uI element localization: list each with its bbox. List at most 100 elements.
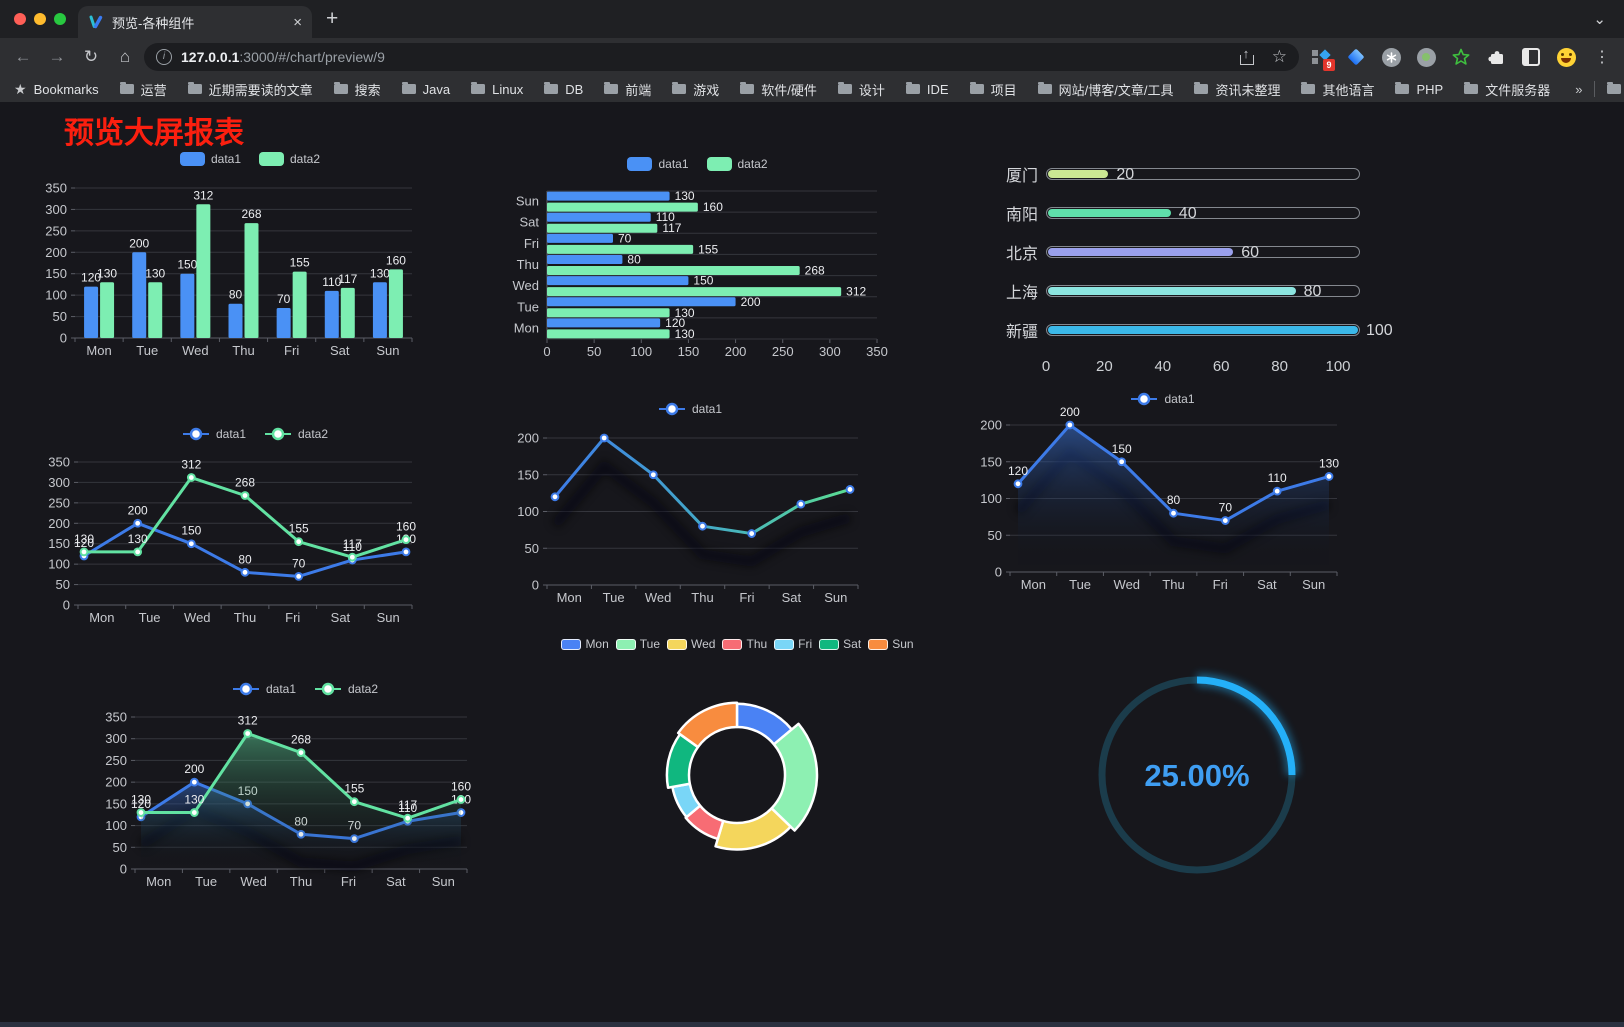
legend-item[interactable]: data1 xyxy=(182,427,246,441)
bookmarks-manager-item[interactable]: ★ Bookmarks xyxy=(14,81,99,98)
bookmarks-overflow-chevron[interactable]: » xyxy=(1575,81,1583,97)
folder-icon xyxy=(604,82,619,94)
home-icon[interactable]: ⌂ xyxy=(119,47,131,66)
progress-row: 新疆 100 xyxy=(1000,320,1393,341)
legend-item[interactable]: Wed xyxy=(667,637,715,651)
progress-label: 厦门 xyxy=(1005,168,1038,185)
tab-search-chevron-icon[interactable]: ⌄ xyxy=(1593,11,1606,28)
legend-item[interactable]: data1 xyxy=(232,682,296,696)
bookmark-folder[interactable]: 其他语言 xyxy=(1301,80,1374,99)
bookmark-folder[interactable]: 设计 xyxy=(837,80,885,99)
legend-item[interactable]: Sun xyxy=(868,637,914,651)
svg-text:100: 100 xyxy=(980,491,1002,506)
bookmark-folder[interactable]: 运营 xyxy=(119,80,167,99)
svg-text:120: 120 xyxy=(131,797,151,811)
back-icon[interactable]: ← xyxy=(14,47,32,66)
chart-legend: data1 data2 xyxy=(95,682,515,696)
svg-text:Wed: Wed xyxy=(240,874,266,889)
svg-text:160: 160 xyxy=(396,520,416,534)
extensions-puzzle-icon[interactable] xyxy=(1486,47,1506,67)
svg-text:300: 300 xyxy=(105,731,127,746)
legend-item[interactable]: data2 xyxy=(706,157,768,171)
svg-text:150: 150 xyxy=(177,258,197,272)
legend-item[interactable]: data2 xyxy=(264,427,328,441)
folder-icon xyxy=(672,82,687,94)
bookmark-folder[interactable]: 前端 xyxy=(604,80,651,99)
legend-item[interactable]: data1 xyxy=(179,152,241,166)
side-panel-icon[interactable] xyxy=(1521,47,1541,67)
svg-text:130: 130 xyxy=(184,793,204,807)
svg-text:200: 200 xyxy=(1060,405,1080,419)
svg-text:117: 117 xyxy=(662,221,681,235)
browser-menu-icon[interactable]: ⋮ xyxy=(1594,49,1610,66)
svg-text:Thu: Thu xyxy=(1162,577,1184,592)
bookmark-folder[interactable]: 资讯未整理 xyxy=(1194,80,1280,99)
minimize-window-button[interactable] xyxy=(34,13,46,25)
tab-title: 预览-各种组件 xyxy=(112,15,195,31)
bookmark-folder[interactable]: PHP xyxy=(1395,82,1443,97)
bookmark-folder[interactable]: DB xyxy=(544,82,583,97)
legend-item[interactable]: Tue xyxy=(615,637,660,651)
browser-tab[interactable]: 预览-各种组件 × xyxy=(78,6,312,38)
svg-text:Fri: Fri xyxy=(285,610,300,625)
legend-item[interactable]: Fri xyxy=(774,637,812,651)
svg-text:200: 200 xyxy=(725,344,747,359)
progress-row: 北京 60 xyxy=(1000,242,1360,263)
svg-text:150: 150 xyxy=(1112,442,1132,456)
close-window-button[interactable] xyxy=(14,13,26,25)
svg-text:350: 350 xyxy=(45,181,67,196)
bookmark-folder[interactable]: Java xyxy=(401,82,450,97)
tab-close-icon[interactable]: × xyxy=(293,13,302,31)
extension-dot-icon[interactable] xyxy=(1416,47,1436,67)
svg-text:Mon: Mon xyxy=(557,590,582,605)
legend-item[interactable]: data2 xyxy=(314,682,378,696)
bookmark-folder[interactable]: 网站/博客/文章/工具 xyxy=(1037,80,1173,99)
legend-item[interactable]: data1 xyxy=(627,157,689,171)
svg-text:50: 50 xyxy=(587,344,601,359)
share-icon[interactable]: ↑ xyxy=(1239,47,1254,65)
legend-item[interactable]: Sat xyxy=(819,637,861,651)
bookmark-folder[interactable]: 近期需要读的文章 xyxy=(187,80,313,99)
address-bar[interactable]: i 127.0.0.1:3000/#/chart/preview/9 ↑ ☆ xyxy=(144,43,1299,71)
bookmark-folder[interactable]: 软件/硬件 xyxy=(740,80,817,99)
emoji-extension-icon[interactable] xyxy=(1556,47,1576,67)
svg-text:80: 80 xyxy=(627,253,641,267)
legend-item[interactable]: data2 xyxy=(259,152,320,166)
legend-item[interactable]: Mon xyxy=(561,637,609,651)
progress-fill xyxy=(1048,209,1171,217)
legend-item[interactable]: Thu xyxy=(722,637,767,651)
site-info-icon[interactable]: i xyxy=(156,49,172,65)
svg-text:312: 312 xyxy=(193,188,213,202)
extension-asterisk-icon[interactable] xyxy=(1381,47,1401,67)
bookmark-folder[interactable]: 文件服务器 xyxy=(1464,80,1550,99)
maximize-window-button[interactable] xyxy=(54,13,66,25)
bookmark-folder[interactable]: 游戏 xyxy=(672,80,719,99)
svg-text:Mon: Mon xyxy=(86,343,111,358)
svg-text:Thu: Thu xyxy=(691,590,713,605)
new-tab-button[interactable]: + xyxy=(326,7,339,30)
bookmark-folder[interactable]: IDE xyxy=(905,82,949,97)
bookmark-folder[interactable]: 搜索 xyxy=(333,80,381,99)
legend-item[interactable]: data1 xyxy=(658,402,722,416)
other-bookmarks-folder[interactable]: 其他书签 xyxy=(1607,80,1624,99)
reload-icon[interactable]: ↻ xyxy=(83,47,99,66)
extension-star-icon[interactable] xyxy=(1451,47,1471,67)
svg-text:70: 70 xyxy=(1219,501,1233,515)
svg-text:350: 350 xyxy=(105,710,127,725)
svg-text:200: 200 xyxy=(128,503,148,517)
forward-icon[interactable]: → xyxy=(48,47,66,66)
legend-item[interactable]: data1 xyxy=(1130,392,1195,406)
svg-text:110: 110 xyxy=(343,540,362,554)
folder-icon xyxy=(1301,82,1316,94)
bookmark-folder[interactable]: Linux xyxy=(471,82,523,97)
bookmark-folder[interactable]: 项目 xyxy=(969,80,1017,99)
extension-icon[interactable]: 9 xyxy=(1311,47,1335,71)
svg-text:0: 0 xyxy=(543,344,550,359)
svg-text:0: 0 xyxy=(63,598,70,613)
folder-icon xyxy=(401,82,416,94)
bookmark-star-icon[interactable]: ☆ xyxy=(1271,47,1287,66)
chart-legend: data1 xyxy=(965,392,1360,406)
extension-gem-icon[interactable] xyxy=(1346,47,1366,67)
folder-icon xyxy=(905,82,920,94)
